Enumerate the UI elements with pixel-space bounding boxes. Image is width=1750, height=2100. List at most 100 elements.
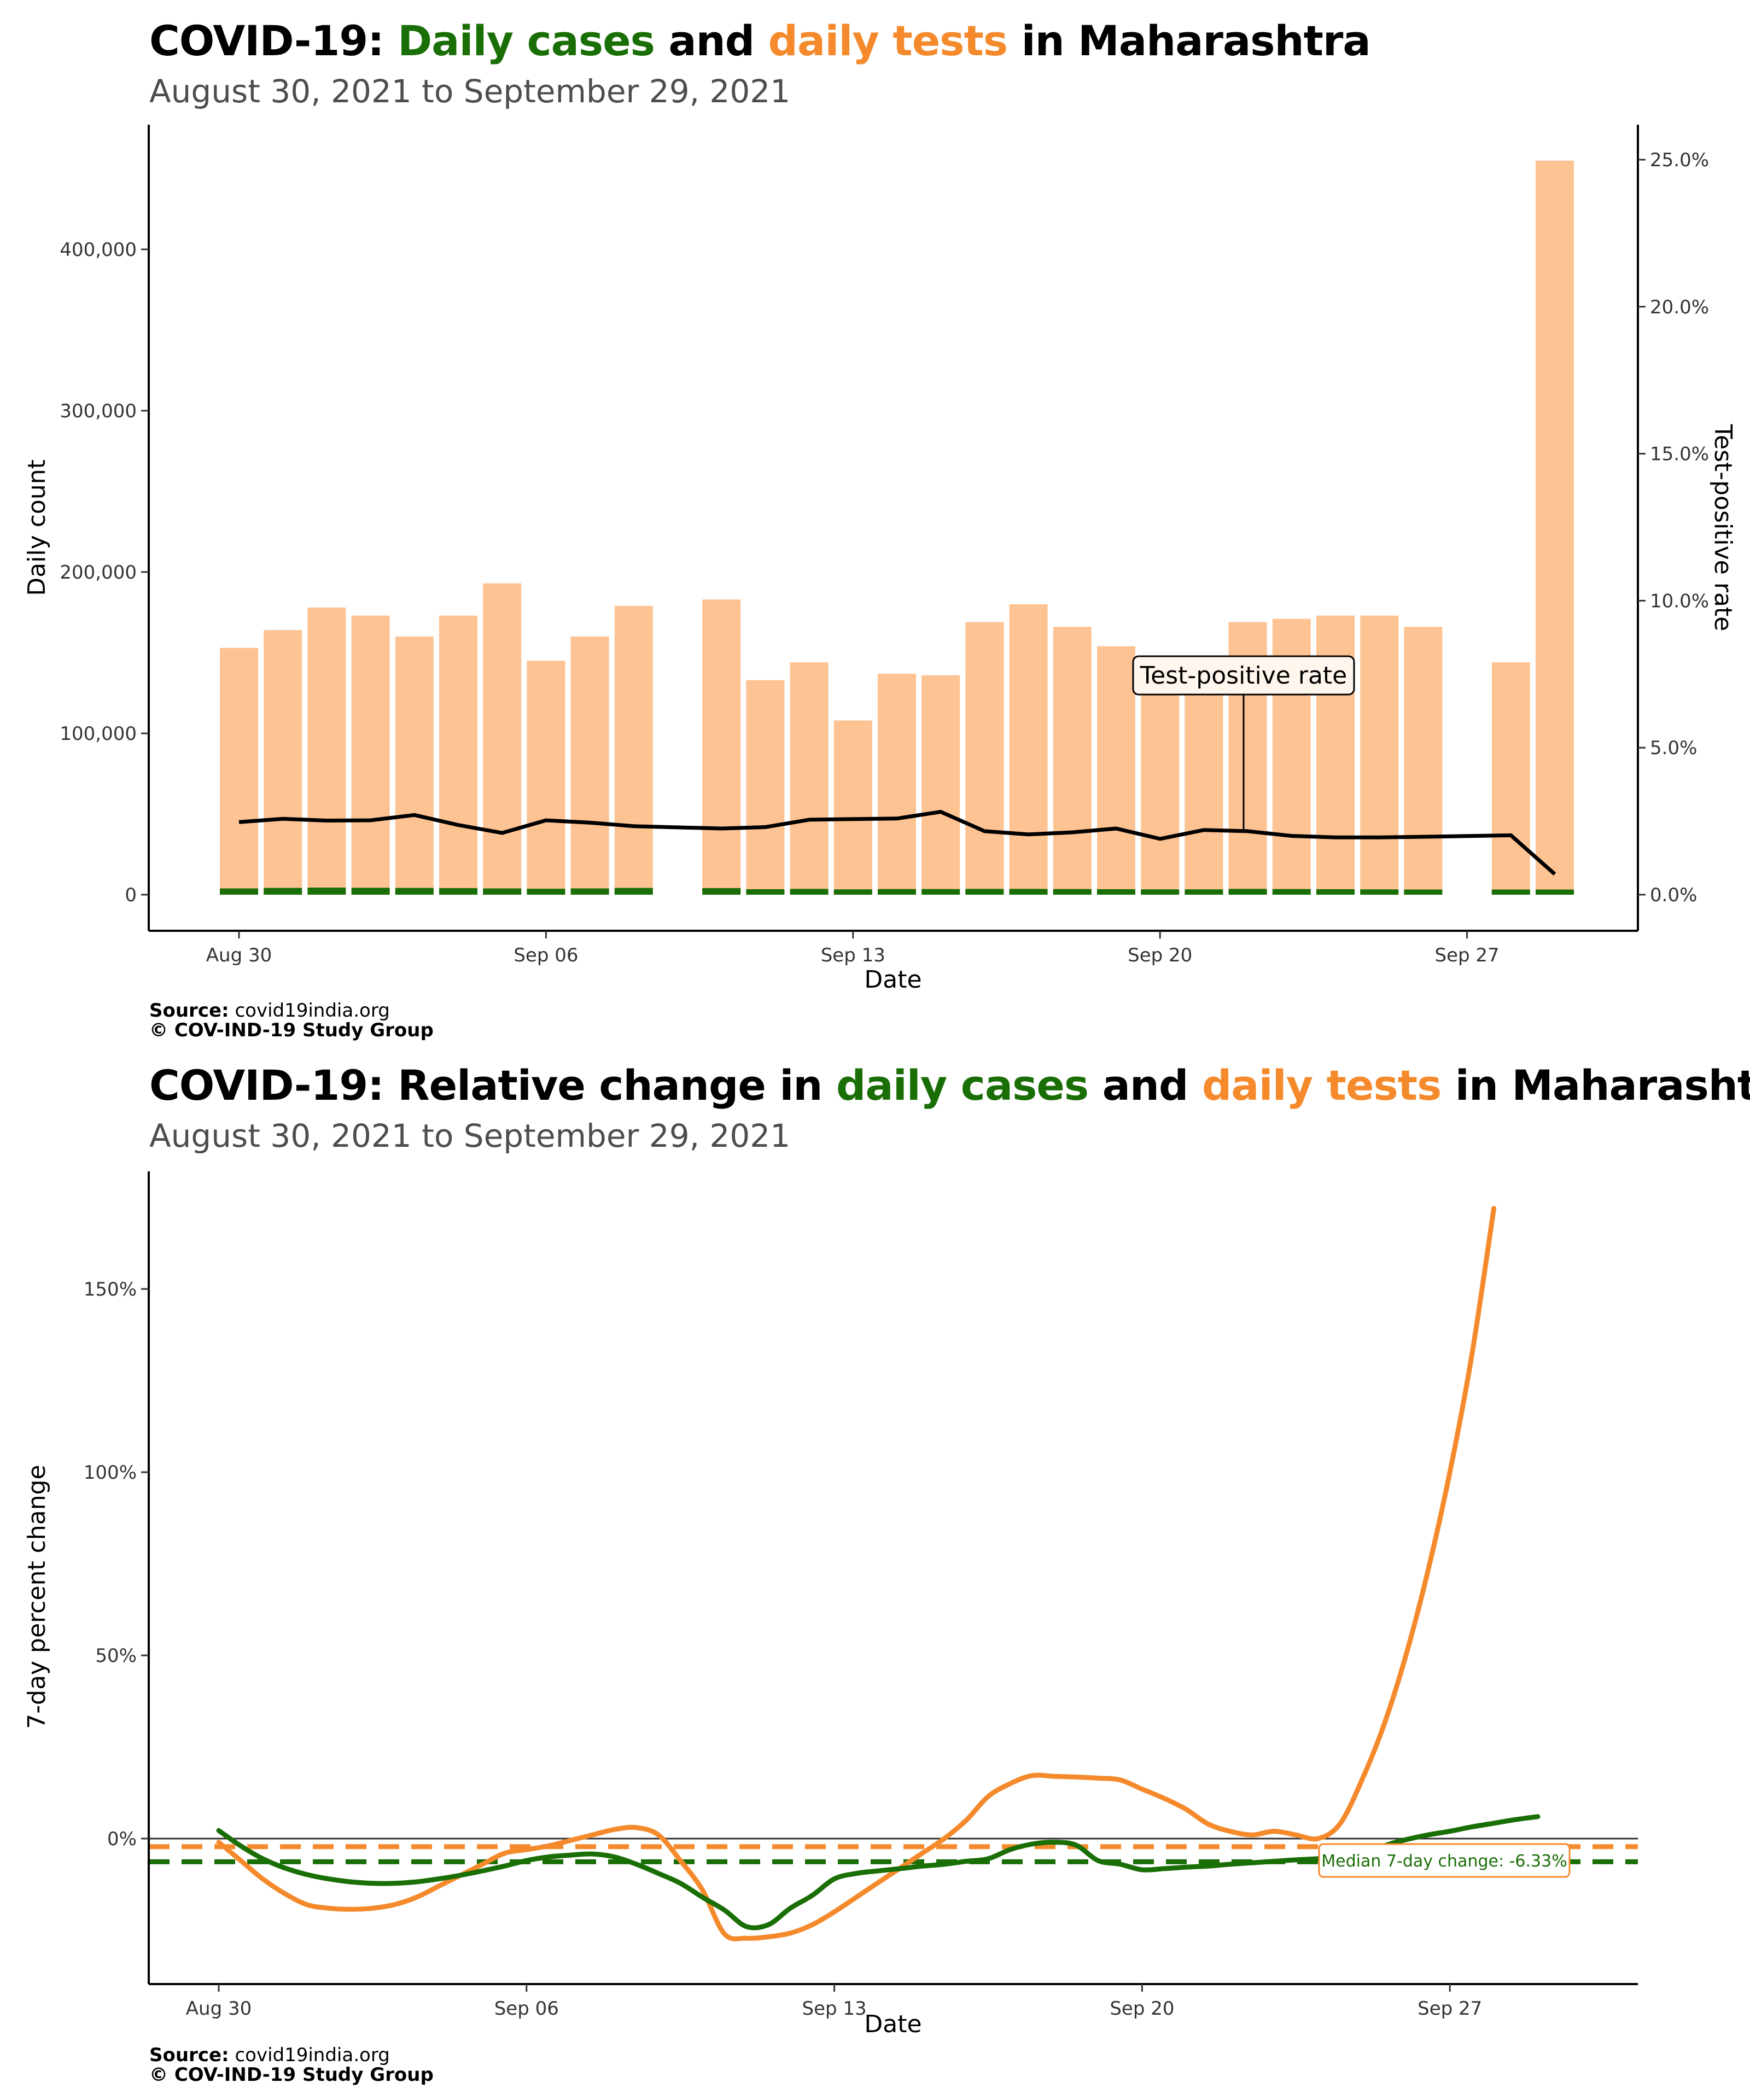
chart1-subtitle: August 30, 2021 to September 29, 2021 [149, 73, 791, 110]
y-tick-label: 400,000 [60, 239, 137, 261]
chart1-source: Source: covid19india.org [149, 1001, 390, 1020]
x-tick-label: Sep 20 [1128, 944, 1192, 966]
y2-tick-label: 20.0% [1650, 296, 1709, 318]
chart2-title-tests: daily tests [1201, 1061, 1442, 1110]
chart2-title: COVID-19: Relative change in daily cases… [149, 1061, 1750, 1110]
cases-bar [965, 889, 1004, 895]
chart1-title-suffix: in Maharashtra [1007, 16, 1371, 65]
median-label-box [1318, 1843, 1571, 1878]
tests-bar [483, 583, 522, 895]
tests-bar [1491, 662, 1530, 895]
cases-bar [833, 889, 872, 895]
y2-axis-title: Test-positive rate [1709, 424, 1737, 631]
tests-bar [264, 630, 302, 895]
chart1-title-cases: Daily cases [398, 16, 655, 65]
cases-bar [614, 888, 653, 895]
tests-bar [439, 615, 477, 895]
chart2-copyright: © COV-IND-19 Study Group [149, 2064, 434, 2086]
cases-bar [351, 888, 390, 895]
chart2-source: Source: covid19india.org [149, 2045, 390, 2065]
x-tick-label: Sep 27 [1418, 1998, 1482, 2020]
tests-bar [220, 648, 258, 895]
x-tick-label: Sep 20 [1110, 1998, 1174, 2020]
tpr-annotation-label: Test-positive rate [1140, 662, 1347, 690]
y-tick-label: 100% [84, 1462, 137, 1484]
cases-bar [570, 888, 609, 895]
tests-bar [1185, 669, 1223, 895]
cases-bar [1272, 889, 1311, 895]
tests-bar [965, 622, 1004, 895]
tests-change-line [216, 1206, 1497, 1941]
x-tick-label: Aug 30 [186, 1998, 252, 2020]
cases-bar [1316, 889, 1355, 895]
tests-bar [395, 637, 434, 895]
y-tick-label: 100,000 [60, 723, 137, 745]
y-tick-label: 0% [107, 1828, 137, 1850]
median-label: Median 7-day change: -6.33% [1321, 1852, 1567, 1871]
x-tick-label: Sep 06 [494, 1998, 559, 2020]
tests-bar [790, 662, 829, 895]
x-axis-title: Date [864, 2010, 921, 2038]
chart1-source-text: covid19india.org [229, 1000, 390, 1022]
tests-bar [307, 607, 346, 895]
cases-bar [878, 889, 916, 895]
x-tick-label: Sep 13 [802, 1998, 867, 2020]
y2-tick-label: 10.0% [1650, 590, 1709, 612]
cases-bar [527, 889, 565, 895]
tests-bar [921, 675, 960, 895]
tests-bar [527, 661, 565, 895]
tests-bar [746, 680, 785, 895]
tests-bar [1360, 615, 1399, 895]
tests-bar [351, 615, 390, 895]
cases-bar [1360, 889, 1399, 895]
cases-bar [1404, 889, 1443, 895]
x-axis-title: Date [864, 966, 921, 994]
tests-bar [614, 605, 653, 895]
y2-tick-label: 5.0% [1650, 737, 1697, 759]
y-tick-label: 200,000 [60, 562, 137, 584]
cases-bar [746, 889, 785, 895]
tests-bar [1536, 160, 1574, 895]
chart1-source-label: Source: [149, 1000, 229, 1022]
chart2-title-and: and [1088, 1061, 1202, 1110]
chart2-title-cases: daily cases [836, 1061, 1089, 1110]
y-tick-label: 150% [84, 1279, 137, 1300]
chart2-title-suffix: in Maharashtra [1455, 1061, 1750, 1110]
chart2-source-label: Source: [149, 2044, 229, 2066]
chart1-copyright: © COV-IND-19 Study Group [149, 1019, 434, 1041]
y-tick-label: 300,000 [60, 400, 137, 422]
chart2-subtitle: August 30, 2021 to September 29, 2021 [149, 1117, 791, 1154]
tpr-line [238, 809, 1556, 876]
cases-bar [702, 888, 741, 895]
chart1-plot: Test-positive rate 0 100,000 200,000 300,000… [23, 125, 1737, 994]
cases-bar [264, 888, 302, 895]
cases-bar [439, 888, 477, 895]
tpr-annotation-box [1132, 655, 1355, 696]
tests-bar [570, 637, 609, 895]
tests-bar [1404, 627, 1443, 895]
cases-bar [1097, 889, 1135, 895]
y-tick-label: 50% [95, 1645, 137, 1667]
tests-bar [1009, 604, 1048, 895]
x-tick-label: Sep 27 [1435, 944, 1500, 966]
cases-bar [395, 888, 434, 895]
chart2-plot: Median 7-day change: -6.33% 0% 50% 100% 150%… [23, 1171, 1638, 2038]
y2-tick-label: 0.0% [1650, 884, 1697, 906]
chart1-title-tests: daily tests [768, 16, 1008, 65]
cases-bar [921, 889, 960, 895]
tests-bar [702, 599, 741, 895]
chart2-source-text: covid19india.org [229, 2044, 390, 2066]
x-tick-label: Aug 30 [206, 944, 272, 966]
cases-bar [1185, 889, 1223, 895]
tests-bar [878, 673, 916, 895]
cases-bar [483, 888, 522, 895]
cases-bar [1228, 889, 1267, 895]
cases-bar [1141, 889, 1180, 895]
tests-bar [1053, 627, 1092, 895]
cases-bar [1491, 889, 1530, 895]
chart1-title-prefix: COVID-19: [149, 16, 398, 65]
tests-bar [1141, 675, 1180, 895]
x-tick-label: Sep 06 [514, 944, 578, 966]
cases-bar [220, 888, 258, 895]
chart1-title-and: and [654, 16, 768, 65]
